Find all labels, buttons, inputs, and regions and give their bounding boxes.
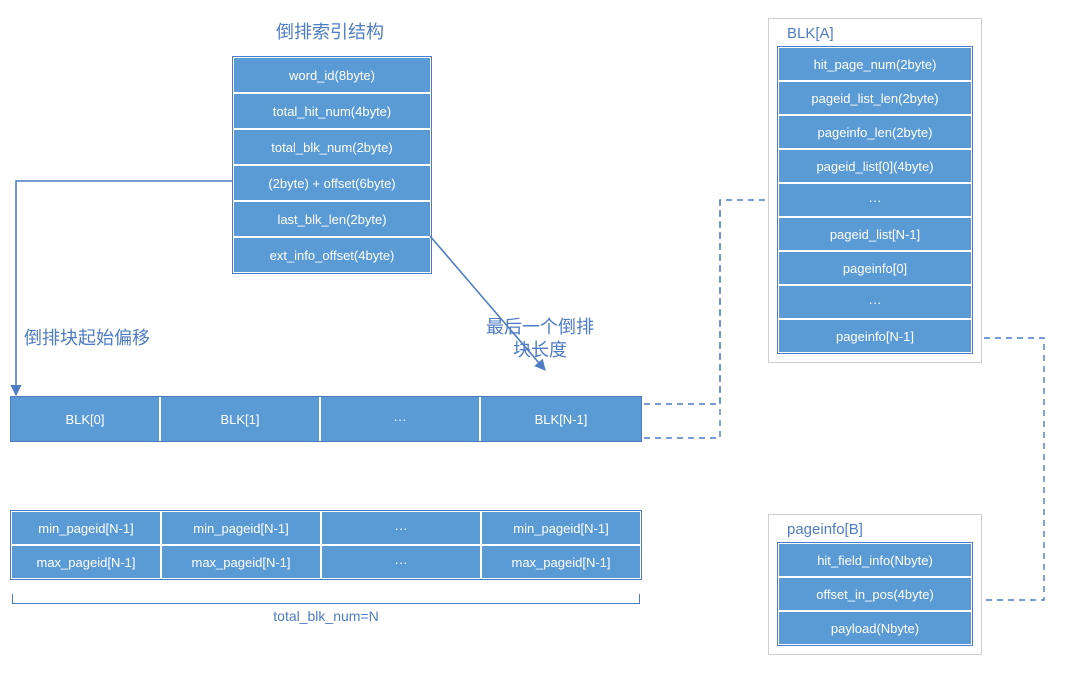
pageinfo-row: payload(Nbyte) xyxy=(778,611,972,645)
blk-row: BLK[0]BLK[1]···BLK[N-1] xyxy=(10,396,642,442)
blkA-row: pageinfo[0] xyxy=(778,251,972,285)
pageinfo-stack: hit_field_info(Nbyte)offset_in_pos(4byte… xyxy=(777,542,973,646)
blkA-stack: hit_page_num(2byte)pageid_list_len(2byte… xyxy=(777,46,973,354)
brace-label: total_blk_num=N xyxy=(12,604,640,624)
blkA-row: ··· xyxy=(778,285,972,319)
min-pageid-cell: min_pageid[N-1] xyxy=(11,511,161,545)
minmax-table: min_pageid[N-1]min_pageid[N-1]···min_pag… xyxy=(10,510,642,580)
index-struct-row: word_id(8byte) xyxy=(233,57,431,93)
blkA-row: pageinfo[N-1] xyxy=(778,319,972,353)
blkA-row: ··· xyxy=(778,183,972,217)
min-pageid-cell: min_pageid[N-1] xyxy=(161,511,321,545)
max-pageid-cell: max_pageid[N-1] xyxy=(11,545,161,579)
index-struct-row: total_hit_num(4byte) xyxy=(233,93,431,129)
label-start-offset: 倒排块起始偏移 xyxy=(24,324,150,350)
index-struct: word_id(8byte)total_hit_num(4byte)total_… xyxy=(232,56,432,274)
max-pageid-cell: ··· xyxy=(321,545,481,579)
main-title: 倒排索引结构 xyxy=(276,18,384,44)
max-pageid-cell: max_pageid[N-1] xyxy=(161,545,321,579)
blkA-row: pageid_list[N-1] xyxy=(778,217,972,251)
min-pageid-cell: min_pageid[N-1] xyxy=(481,511,641,545)
blk-cell: ··· xyxy=(321,397,481,441)
index-struct-row: (2byte) + offset(6byte) xyxy=(233,165,431,201)
pageinfo-box: pageinfo[B] hit_field_info(Nbyte)offset_… xyxy=(768,514,982,655)
brace: total_blk_num=N xyxy=(12,594,640,624)
label-last-len: 最后一个倒排块长度 xyxy=(486,316,594,363)
blkA-row: pageid_list_len(2byte) xyxy=(778,81,972,115)
index-struct-row: last_blk_len(2byte) xyxy=(233,201,431,237)
index-struct-row: total_blk_num(2byte) xyxy=(233,129,431,165)
blkA-row: hit_page_num(2byte) xyxy=(778,47,972,81)
blk-cell: BLK[1] xyxy=(161,397,321,441)
pageinfo-row: offset_in_pos(4byte) xyxy=(778,577,972,611)
pageinfo-row: hit_field_info(Nbyte) xyxy=(778,543,972,577)
blkA-box: BLK[A] hit_page_num(2byte)pageid_list_le… xyxy=(768,18,982,363)
blkA-row: pageid_list[0](4byte) xyxy=(778,149,972,183)
blk-cell: BLK[N-1] xyxy=(481,397,641,441)
min-pageid-cell: ··· xyxy=(321,511,481,545)
blkA-title: BLK[A] xyxy=(777,19,973,46)
index-struct-row: ext_info_offset(4byte) xyxy=(233,237,431,273)
pageinfo-title: pageinfo[B] xyxy=(777,515,973,542)
blk-cell: BLK[0] xyxy=(11,397,161,441)
blkA-row: pageinfo_len(2byte) xyxy=(778,115,972,149)
max-pageid-cell: max_pageid[N-1] xyxy=(481,545,641,579)
